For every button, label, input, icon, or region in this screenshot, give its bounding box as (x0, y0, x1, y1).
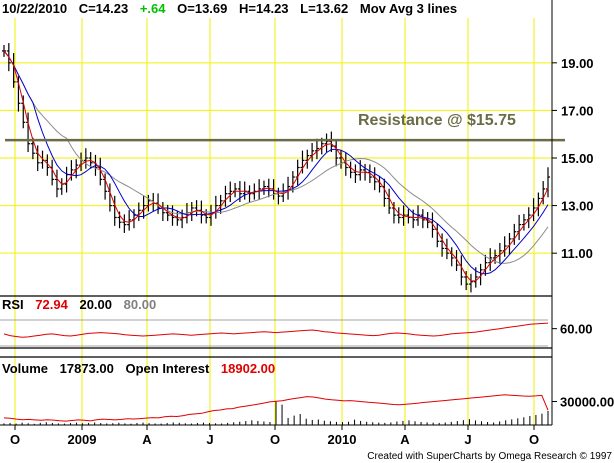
price-bar (521, 213, 526, 231)
price-panel: Resistance @ $15.75 (2, 43, 565, 293)
price-bar (387, 188, 392, 214)
price-bar (468, 273, 473, 293)
header-low: L=13.62 (300, 1, 348, 16)
price-bar (464, 271, 469, 291)
header-change: +.64 (140, 1, 166, 16)
x-axis-tick-label: J (206, 432, 213, 447)
rsi-legend-value: 72.94 (35, 297, 68, 312)
x-axis-tick-label: A (400, 432, 410, 447)
moving-average-slow-line (3, 50, 549, 264)
price-bar (305, 149, 310, 169)
volume-legend-value: 17873.00 (60, 361, 114, 376)
volume-panel (0, 356, 557, 425)
rsi-legend-lower: 20.00 (79, 297, 112, 312)
price-bar (440, 233, 445, 257)
open-interest-legend-label: Open Interest (125, 361, 209, 376)
price-bar (127, 210, 132, 231)
rsi-line (3, 322, 549, 338)
price-bar (300, 150, 305, 174)
price-y-axis: 19.00 17.00 15.00 13.00 11.00 (552, 56, 594, 261)
price-bar (358, 160, 363, 181)
price-axis-tick-label: 11.00 (561, 246, 593, 261)
price-axis-tick-label: 13.00 (561, 199, 594, 214)
price-bar (54, 169, 59, 198)
price-bar (83, 148, 88, 169)
rsi-legend-label: RSI (2, 297, 24, 312)
x-axis-tick-label: O (529, 432, 539, 447)
price-axis-tick-label: 17.00 (561, 103, 594, 118)
volume-legend: Volume 17873.00 Open Interest 18902.00 (2, 361, 275, 376)
price-bar (353, 164, 358, 183)
price-bar (218, 194, 223, 214)
header-open: O=13.69 (177, 1, 227, 16)
volume-axis-tick-label: 30000.00 (560, 395, 614, 410)
footer-credit: Created with SuperCharts by Omega Resear… (367, 451, 612, 462)
volume-legend-label: Volume (2, 361, 48, 376)
price-bar (444, 238, 449, 260)
x-axis-tick-label: A (142, 432, 152, 447)
rsi-legend-upper: 80.00 (124, 297, 157, 312)
header-indicator: Mov Avg 3 lines (360, 1, 457, 16)
x-axis-tick-label: 2009 (68, 432, 97, 447)
open-interest-line (3, 394, 549, 422)
price-bar (228, 181, 233, 203)
x-axis-tick-label: O (10, 432, 20, 447)
rsi-panel (0, 295, 557, 349)
price-axis-tick-label: 15.00 (561, 151, 594, 166)
price-bar (391, 202, 396, 224)
price-bar (425, 212, 430, 229)
header-close: C=14.23 (79, 1, 129, 16)
price-bar (112, 195, 117, 226)
resistance-label: Resistance @ $15.75 (358, 112, 516, 129)
header-readout: 10/22/2010 C=14.23 +.64 O=13.69 H=14.23 … (2, 1, 457, 16)
price-bar (396, 207, 401, 224)
header-date: 10/22/2010 (2, 1, 67, 16)
header-high: H=14.23 (239, 1, 289, 16)
price-bar (314, 138, 319, 160)
rsi-legend: RSI 72.94 20.00 80.00 (2, 297, 156, 312)
x-axis-tick-label: O (270, 432, 280, 447)
price-bar (45, 154, 50, 176)
open-interest-legend-value: 18902.00 (221, 361, 275, 376)
price-axis-tick-label: 19.00 (561, 56, 594, 71)
moving-average-fast-line (3, 50, 549, 282)
x-axis-tick-label: 2010 (328, 432, 357, 447)
price-bar (122, 214, 127, 233)
x-axis: O 2009 A J O 2010 A J O (10, 425, 539, 447)
x-axis-tick-label: J (464, 432, 471, 447)
rsi-axis-tick-label: 60.00 (560, 322, 593, 337)
grid-lines (0, 18, 552, 425)
